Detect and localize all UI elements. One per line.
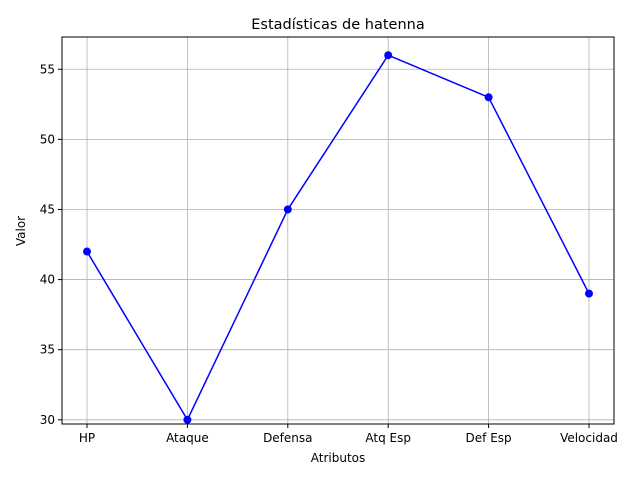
y-tick-label: 40 bbox=[40, 273, 55, 287]
data-point bbox=[83, 247, 91, 256]
grid bbox=[62, 37, 614, 424]
x-tick-label: Atq Esp bbox=[365, 431, 411, 445]
series-group bbox=[83, 51, 593, 424]
data-point bbox=[484, 93, 493, 102]
y-axis-label: Valor bbox=[14, 216, 28, 246]
y-tick-label: 55 bbox=[40, 62, 55, 76]
series-line bbox=[86, 54, 590, 421]
y-tick-label: 35 bbox=[40, 343, 55, 357]
x-tick-label: Def Esp bbox=[466, 431, 512, 445]
data-point bbox=[283, 205, 292, 214]
y-tick-label: 50 bbox=[40, 132, 55, 146]
data-point bbox=[585, 289, 593, 298]
y-tick-label: 45 bbox=[40, 202, 55, 216]
data-point bbox=[384, 51, 393, 60]
y-axis: 30 35 40 45 50 55 bbox=[40, 62, 62, 427]
x-axis: HP Ataque Defensa Atq Esp Def Esp Velocidad bbox=[79, 424, 618, 445]
x-tick-label: Velocidad bbox=[560, 431, 618, 445]
x-tick-label: HP bbox=[79, 431, 95, 445]
x-tick-label: Ataque bbox=[166, 431, 209, 445]
x-tick-label: Defensa bbox=[263, 431, 312, 445]
y-tick-label: 30 bbox=[40, 413, 55, 427]
plot-frame bbox=[61, 36, 615, 425]
chart-title: Estadísticas de hatenna bbox=[251, 17, 425, 33]
x-axis-label: Atributos bbox=[311, 451, 366, 465]
data-point bbox=[183, 415, 192, 424]
